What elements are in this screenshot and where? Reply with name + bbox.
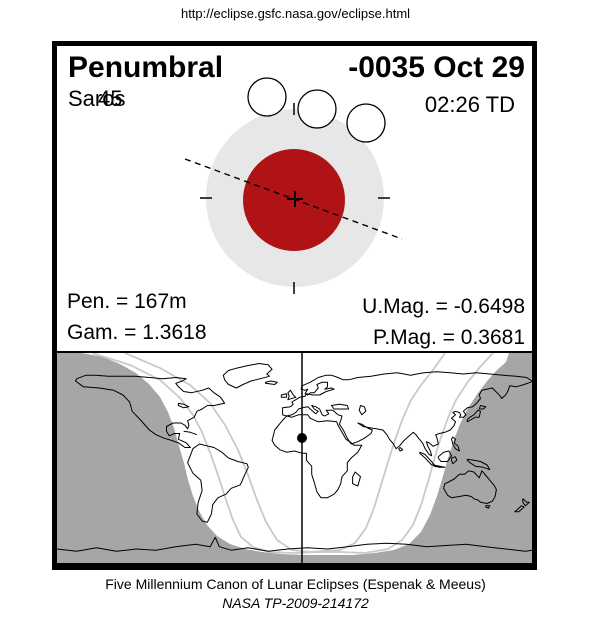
coastline-japan-hokkaido [478, 405, 487, 410]
coastline-great-lakes [177, 402, 190, 409]
coastline-australia [443, 470, 497, 504]
stat-umbral-magnitude: U.Mag. = -0.6498 [362, 295, 525, 318]
visibility-map [57, 351, 532, 565]
coastline-eurasia [282, 371, 532, 457]
coastline-north-america [75, 374, 226, 448]
coastline-africa [271, 414, 363, 499]
world-map [57, 353, 532, 563]
eclipse-card: Penumbral -0035 Oct 29 Saros 45 02:26 TD … [52, 41, 537, 570]
footer-nasa-report-number: NASA TP-2009-214172 [222, 595, 369, 611]
saros-label: Saros [68, 86, 126, 111]
coastline-greenland [222, 363, 273, 389]
penumbral-contact-curve [124, 353, 446, 553]
ecliptic-dashed-line [184, 158, 403, 240]
coastline-philippines [451, 436, 460, 452]
coastline-caspian-sea [358, 405, 367, 416]
coastline-ireland [280, 393, 288, 398]
saros-number: 45 [98, 86, 123, 111]
coastline-new-guinea [466, 458, 491, 471]
coastline-antarctica [57, 536, 532, 552]
coastline-iceland [265, 380, 278, 385]
greatest-eclipse-time: 02:26 TD [424, 92, 515, 117]
saros-series: Saros 45 [68, 86, 126, 112]
coastline-south-america [187, 443, 249, 523]
stat-penumbral-duration: Pen. = 167m [67, 290, 187, 313]
penumbra-circle [206, 109, 384, 287]
coastline-tasmania [485, 505, 491, 509]
moon-position-circle [297, 89, 337, 129]
stat-penumbral-magnitude: P.Mag. = 0.3681 [373, 326, 525, 349]
eclipse-visible-region [82, 353, 509, 555]
sublunar-point-dot [297, 433, 307, 443]
coastline-sri-lanka [398, 447, 404, 452]
coastline-java [432, 464, 446, 468]
coastline-borneo [437, 450, 452, 462]
umbra-circle [243, 149, 345, 251]
coastline-nz-north [522, 498, 530, 507]
coastline-sulawesi [451, 456, 458, 465]
coastline-black-sea [330, 403, 350, 410]
eclipse-date: -0035 Oct 29 [348, 51, 525, 84]
url-caption: http://eclipse.gsfc.nasa.gov/eclipse.htm… [180, 6, 411, 21]
coastline-japan-honshu [466, 409, 481, 423]
eclipse-type-title: Penumbral [68, 51, 224, 84]
footer-canon-title: Five Millennium Canon of Lunar Eclipses … [105, 576, 486, 592]
moon-position-circle [346, 103, 386, 143]
coastline-nz-south [514, 505, 525, 513]
coastline-cuba [183, 430, 198, 436]
moon-position-circle [247, 77, 287, 117]
stat-gamma: Gam. = 1.3618 [67, 321, 207, 344]
coastline-uk [287, 389, 297, 401]
coastline-madagascar [352, 471, 361, 487]
